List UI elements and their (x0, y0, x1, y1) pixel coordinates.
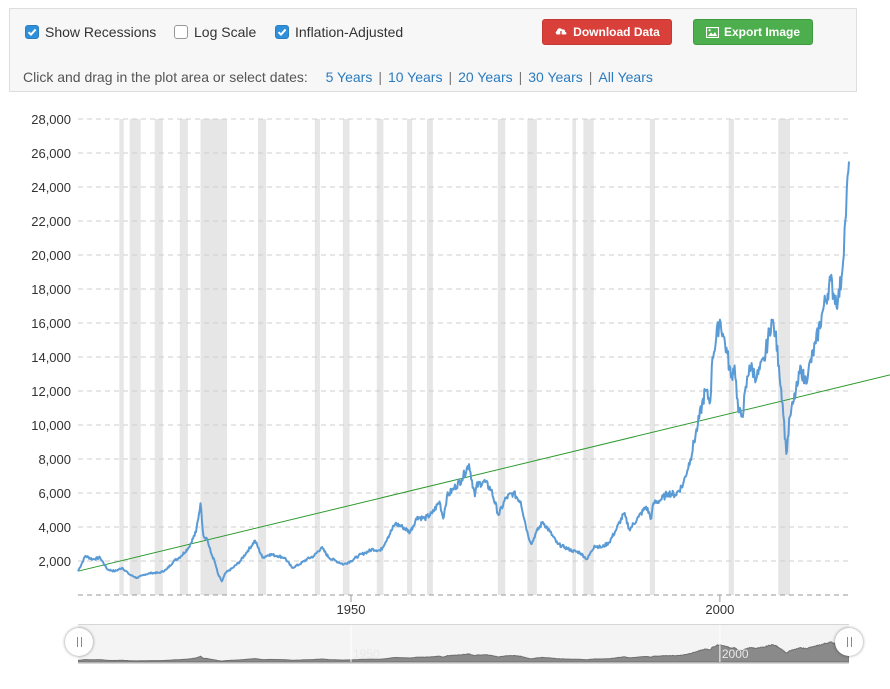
x-tick-label: 1950 (337, 602, 366, 617)
recession-band-9 (407, 119, 413, 595)
navigator-label: 2000 (722, 647, 749, 661)
y-tick-label: 18,000 (31, 282, 71, 297)
range-separator: | (448, 69, 453, 85)
date-range-selector: Click and drag in the plot area or selec… (23, 69, 653, 85)
range-link-5-years[interactable]: 5 Years (325, 69, 373, 85)
range-link-all-years[interactable]: All Years (598, 69, 653, 85)
y-tick-label: 24,000 (31, 180, 71, 195)
range-separator: | (378, 69, 382, 85)
series-line (77, 161, 850, 583)
y-axis-tick-labels: 2,000 4,000 6,000 8,000 10,000 12,000 14,000 16… (31, 112, 71, 569)
y-tick-label: 6,000 (38, 486, 71, 501)
grip-icon (76, 637, 82, 647)
export-image-button[interactable]: Export Image (693, 19, 813, 45)
navigator-right-handle[interactable] (835, 628, 863, 656)
range-link-10-years[interactable]: 10 Years (387, 69, 443, 85)
gridlines (78, 118, 849, 596)
cloud-download-icon (555, 28, 567, 38)
date-range-hint: Click and drag in the plot area or selec… (23, 69, 308, 85)
recession-band-14 (583, 119, 594, 595)
navigator-area (78, 634, 849, 663)
image-icon (705, 26, 719, 38)
y-tick-label: 14,000 (31, 350, 71, 365)
y-tick-label: 8,000 (38, 452, 71, 467)
range-separator: | (518, 69, 523, 85)
y-tick-label: 12,000 (31, 384, 71, 399)
y-tick-label: 2,000 (38, 554, 71, 569)
inflation-adjusted-checkbox[interactable]: Inflation-Adjusted (275, 24, 403, 40)
range-separator: | (588, 69, 593, 85)
trend-line (77, 374, 890, 572)
range-navigator[interactable]: 1950 2000 (78, 624, 849, 664)
inflation-adjusted-label: Inflation-Adjusted (295, 24, 404, 40)
checkbox-unchecked-icon (174, 25, 188, 39)
recession-band-8 (376, 119, 384, 595)
recession-band-7 (342, 119, 350, 595)
recession-bands (119, 119, 790, 595)
recession-band-16 (728, 119, 734, 595)
show-recessions-label: Show Recessions (45, 24, 157, 40)
recession-band-6 (314, 119, 320, 595)
y-tick-label: 10,000 (31, 418, 71, 433)
grip-icon (846, 637, 852, 647)
y-tick-label: 4,000 (38, 520, 71, 535)
checkbox-checked-icon (25, 25, 39, 39)
y-tick-label: 22,000 (31, 214, 71, 229)
navigator-svg: 1950 2000 (78, 625, 849, 663)
y-tick-label: 16,000 (31, 316, 71, 331)
log-scale-checkbox[interactable]: Log Scale (174, 24, 256, 40)
recession-band-3 (179, 119, 188, 595)
download-data-label: Download Data (573, 25, 660, 39)
download-data-button[interactable]: Download Data (542, 19, 672, 45)
log-scale-label: Log Scale (194, 24, 257, 40)
range-link-30-years[interactable]: 30 Years (528, 69, 583, 85)
checkbox-checked-icon (275, 25, 289, 39)
range-link-20-years[interactable]: 20 Years (458, 69, 513, 85)
export-image-label: Export Image (723, 25, 801, 39)
series-line-layer (77, 161, 850, 583)
recession-band-2 (154, 119, 163, 595)
recession-band-15 (649, 119, 655, 595)
chart-toolbar: Show Recessions Log Scale Inflation-Adju… (9, 8, 857, 92)
x-axis-tick-labels: 1950 2000 (337, 595, 734, 617)
navigator-label: 1950 (353, 647, 380, 661)
x-tick-label: 2000 (705, 602, 734, 617)
navigator-left-handle[interactable] (65, 628, 93, 656)
recession-band-0 (119, 119, 124, 595)
y-tick-label: 26,000 (31, 146, 71, 161)
trend-line-layer (77, 374, 890, 572)
y-tick-label: 20,000 (31, 248, 71, 263)
y-tick-label: 28,000 (31, 112, 71, 127)
show-recessions-checkbox[interactable]: Show Recessions (25, 24, 156, 40)
